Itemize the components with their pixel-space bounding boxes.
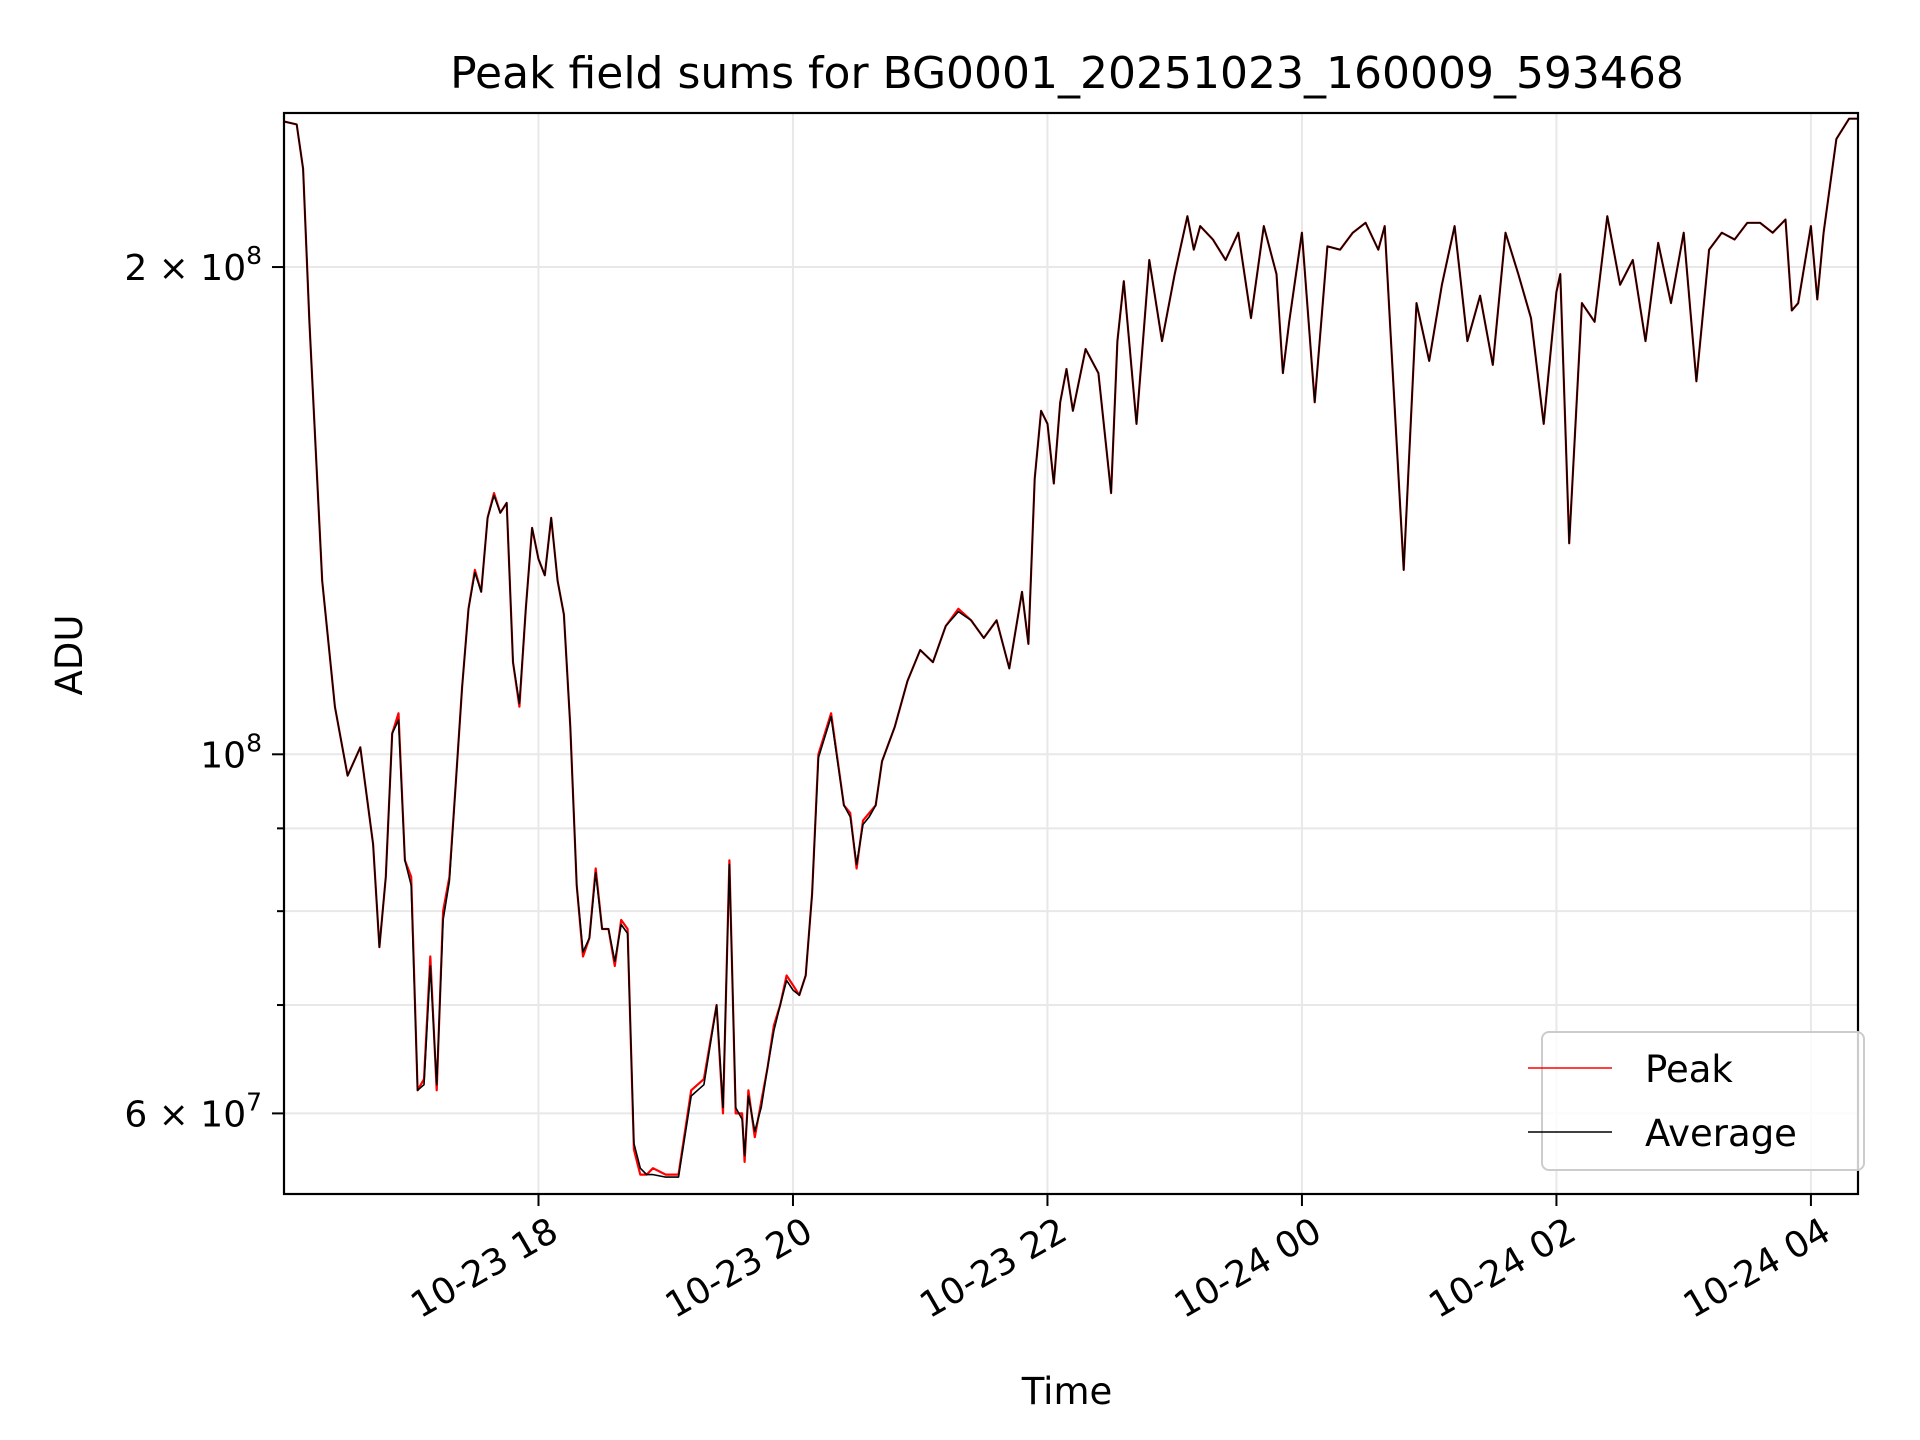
legend-box [1541, 1031, 1865, 1171]
y-tick-label: 6 × 107 [124, 1087, 262, 1135]
chart-title: Peak field sums for BG0001_20251023_1600… [450, 48, 1684, 99]
y-tick-label: 108 [200, 728, 262, 776]
y-tick-label: 2 × 108 [124, 241, 262, 289]
legend: Peak Average [1528, 1031, 1865, 1171]
y-axis-ticks: 6 × 107 108 2 × 108 [124, 241, 284, 1135]
series-lines [284, 117, 1858, 1178]
y-axis-label: ADU [48, 615, 91, 696]
plot-frame [282, 111, 1860, 1196]
x-axis-label: Time [1021, 1370, 1113, 1413]
legend-peak-label: Peak [1645, 1048, 1733, 1091]
legend-average-label: Average [1645, 1112, 1797, 1155]
series-line-average [284, 117, 1858, 1178]
